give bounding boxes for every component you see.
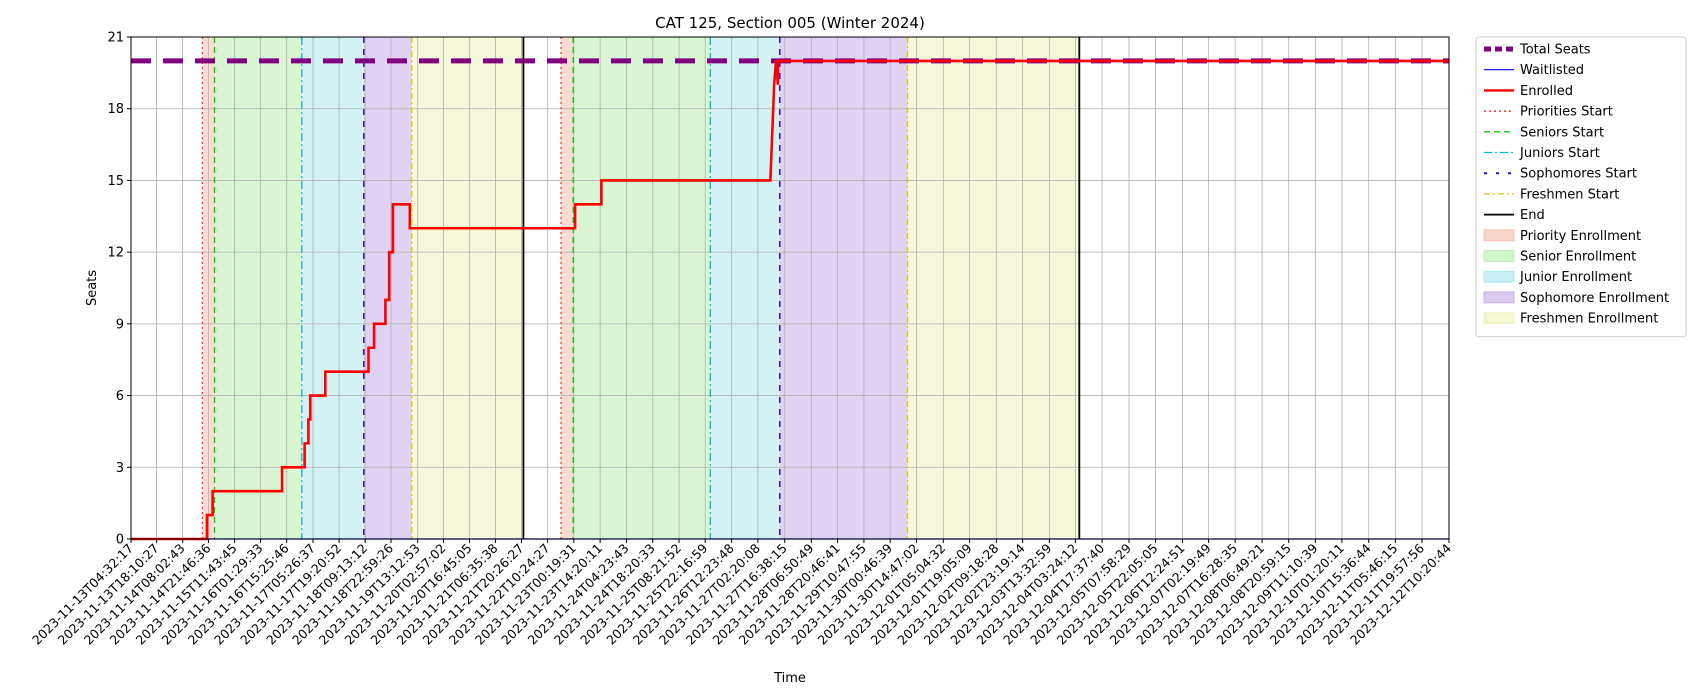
legend-swatch <box>1483 229 1515 242</box>
legend-swatch <box>1483 270 1515 283</box>
shaded-region <box>301 37 364 539</box>
legend-label: Waitlisted <box>1520 63 1584 78</box>
phase-marker-lines <box>201 37 1081 539</box>
chart-title: CAT 125, Section 005 (Winter 2024) <box>655 14 925 32</box>
y-tick-label: 18 <box>107 102 124 117</box>
legend-label: End <box>1520 208 1545 223</box>
y-tick-label: 12 <box>107 246 124 261</box>
y-tick-label: 6 <box>116 389 124 404</box>
y-axis-label: Seats <box>85 270 100 306</box>
y-tick-label: 3 <box>116 461 124 476</box>
legend-label: Sophomore Enrollment <box>1520 291 1669 306</box>
legend-swatch <box>1483 250 1515 262</box>
shaded-region <box>363 37 412 539</box>
y-tick-label: 15 <box>107 174 124 189</box>
legend-label: Freshmen Enrollment <box>1520 312 1658 327</box>
y-tick-label: 9 <box>116 317 124 332</box>
x-axis-label: Time <box>773 671 806 686</box>
x-axis-ticks: 2023-11-13T04:32:172023-11-13T18:10:2720… <box>29 539 1454 648</box>
shaded-region <box>573 37 711 539</box>
legend: Total Seats Waitlisted Enrolled Priorities … <box>1475 36 1687 338</box>
y-tick-label: 0 <box>116 533 124 548</box>
legend-label: Freshmen Start <box>1520 187 1619 202</box>
legend-label: Total Seats <box>1519 43 1591 58</box>
shaded-region <box>560 37 574 539</box>
legend-frame <box>1475 36 1687 338</box>
legend-label: Sophomores Start <box>1520 167 1637 182</box>
legend-swatch <box>1483 312 1515 325</box>
series-line <box>131 59 1449 541</box>
shaded-region <box>411 37 524 539</box>
shaded-region <box>779 37 908 539</box>
shaded-region <box>214 37 302 539</box>
y-tick-label: 21 <box>107 31 124 46</box>
legend-label: Seniors Start <box>1520 125 1604 140</box>
legend-swatch <box>1483 291 1515 304</box>
shaded-region <box>907 37 1080 539</box>
legend-label: Junior Enrollment <box>1519 270 1632 285</box>
shaded-regions <box>202 37 1080 539</box>
shaded-region <box>710 37 780 539</box>
legend-label: Juniors Start <box>1519 146 1600 161</box>
legend-label: Senior Enrollment <box>1520 250 1636 265</box>
legend-label: Priorities Start <box>1520 105 1613 120</box>
plot-frame <box>130 36 1450 540</box>
y-axis-ticks: 0 3 6 9 12 15 18 21 <box>107 31 131 548</box>
legend-label: Priority Enrollment <box>1520 229 1641 244</box>
legend-label: Enrolled <box>1520 84 1573 99</box>
